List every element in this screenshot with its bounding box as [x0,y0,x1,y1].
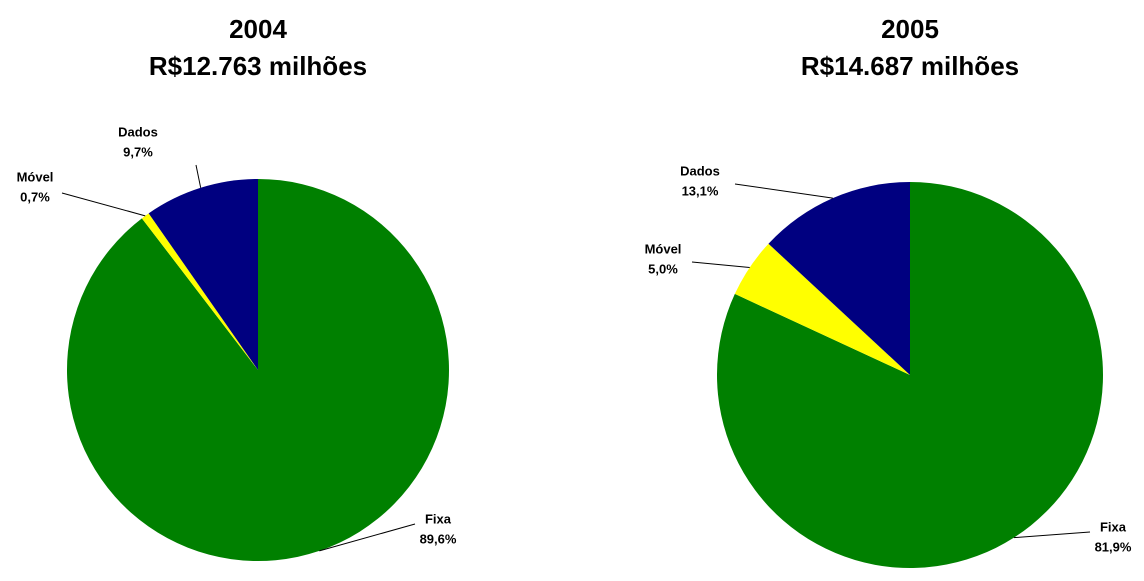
slice-label: Fixa [1100,519,1127,534]
pie-slice [734,243,910,375]
slice-label: Dados [680,163,720,178]
value-label: 0,7% [20,189,50,204]
pie-slice [148,179,258,370]
value-label: 89,6% [420,531,457,546]
leader-line [1013,531,1091,539]
chart-subtitle: R$12.763 milhões [149,51,367,81]
leader-line [61,192,146,217]
leader-line [319,523,416,552]
pie-slice [141,213,258,370]
leader-line [195,164,202,188]
chart-title: 2005 [881,14,939,44]
leader-line [734,183,833,199]
slice-label: Dados [118,124,158,139]
chart-title: 2004 [229,14,287,44]
pie-slice [768,182,910,375]
slice-label: Fixa [425,511,452,526]
slice-label: Móvel [645,241,682,256]
chart-subtitle: R$14.687 milhões [801,51,1019,81]
value-label: 5,0% [648,261,678,276]
value-label: 13,1% [682,183,719,198]
leader-line [691,261,750,269]
slice-label: Móvel [17,169,54,184]
value-label: 81,9% [1095,539,1132,554]
value-label: 9,7% [123,144,153,159]
